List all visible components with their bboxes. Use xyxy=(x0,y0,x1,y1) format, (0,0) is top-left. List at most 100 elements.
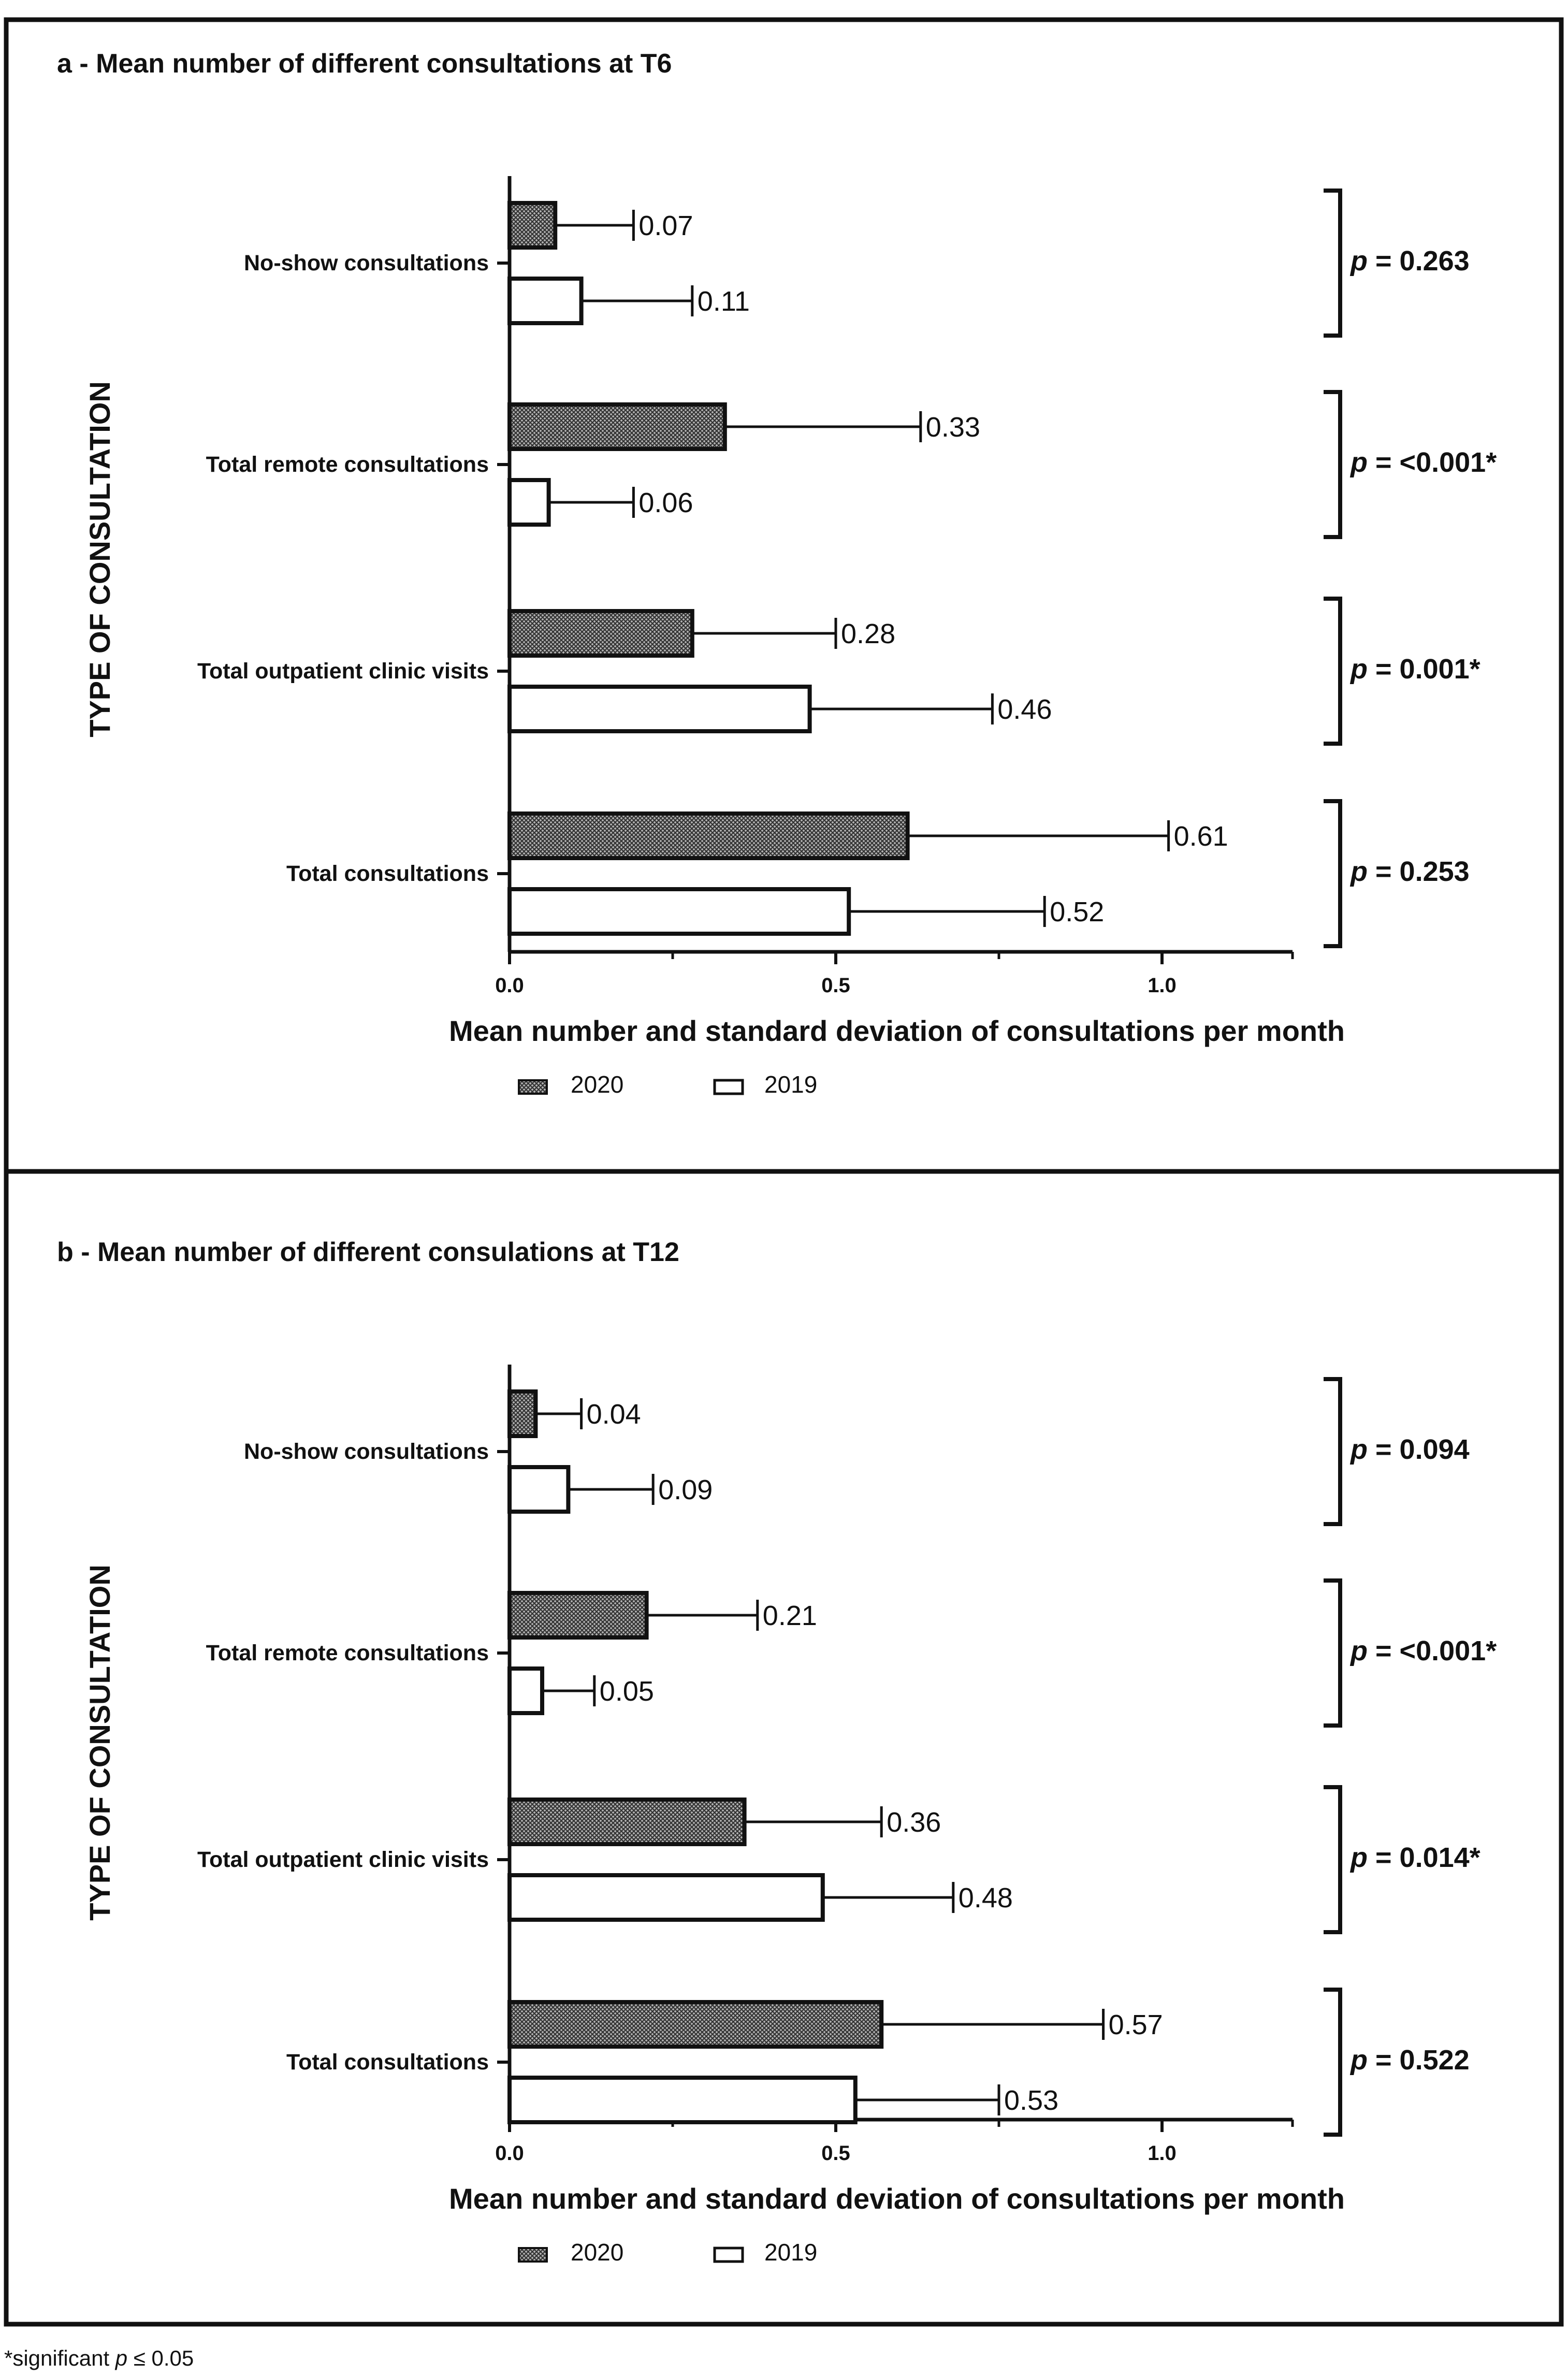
x-tick-label: 0.5 xyxy=(821,2142,850,2165)
x-tick-label: 1.0 xyxy=(1148,974,1177,997)
pvalue-label: p = 0.253 xyxy=(1349,856,1470,887)
value-label: 0.53 xyxy=(1004,2085,1058,2116)
footnote-suffix: ≤ 0.05 xyxy=(127,2346,194,2370)
category-label: Total consultations xyxy=(286,2050,489,2075)
bar-2020 xyxy=(507,1798,747,1846)
x-axis-label: Mean number and standard deviation of co… xyxy=(449,2182,1345,2215)
x-tick-label: 0.0 xyxy=(495,2142,524,2165)
pvalue-bracket xyxy=(1324,189,1342,338)
footnote-prefix: *significant xyxy=(4,2346,115,2370)
category-label: Total outpatient clinic visits xyxy=(197,1847,489,1872)
value-label: 0.33 xyxy=(926,412,980,443)
chart-title: a - Mean number of different consultatio… xyxy=(57,49,672,79)
footnote-p: p xyxy=(114,2346,127,2370)
pvalue-p: p xyxy=(1349,654,1368,685)
panel-a: a - Mean number of different consultatio… xyxy=(4,17,1564,1174)
pvalue-label: p = 0.001* xyxy=(1349,654,1480,685)
category-label: Total remote consultations xyxy=(206,452,489,477)
pvalue-value: = 0.014* xyxy=(1368,1842,1480,1873)
x-tick-label: 0.5 xyxy=(821,974,850,997)
value-label: 0.06 xyxy=(638,487,693,518)
value-label: 0.52 xyxy=(1050,896,1104,927)
pvalue-label: p = 0.094 xyxy=(1349,1434,1470,1465)
legend-swatch-2019 xyxy=(713,2246,744,2263)
value-label: 0.57 xyxy=(1109,2009,1163,2040)
bar-2020 xyxy=(507,609,694,658)
pvalue-p: p xyxy=(1349,447,1368,478)
pvalue-value: = 0.001* xyxy=(1368,654,1480,685)
value-label: 0.04 xyxy=(587,1399,641,1430)
bar-2020 xyxy=(507,201,558,250)
value-label: 0.09 xyxy=(658,1474,713,1505)
chart-title: b - Mean number of different consulation… xyxy=(57,1237,679,1267)
legend-swatch-2020 xyxy=(518,2247,548,2263)
pvalue-label: p = <0.001* xyxy=(1349,447,1497,478)
bar-2020 xyxy=(507,811,910,860)
value-label: 0.07 xyxy=(638,210,693,241)
pvalue-bracket xyxy=(1324,1785,1342,1934)
category-label: Total remote consultations xyxy=(206,1641,489,1665)
category-label: No-show consultations xyxy=(244,251,489,276)
pvalue-value: = <0.001* xyxy=(1368,447,1497,478)
bar-2019 xyxy=(507,887,851,936)
pvalue-bracket xyxy=(1324,1578,1342,1728)
pvalue-label: p = 0.014* xyxy=(1349,1842,1480,1873)
legend-label-2020: 2020 xyxy=(571,2239,623,2266)
category-label: Total consultations xyxy=(286,861,489,886)
bar-2019 xyxy=(507,1465,571,1514)
pvalue-p: p xyxy=(1349,245,1368,277)
x-tick-label: 0.0 xyxy=(495,974,524,997)
value-label: 0.46 xyxy=(997,694,1052,725)
pvalue-value: = 0.522 xyxy=(1368,2045,1470,2076)
y-axis-label: TYPE OF CONSULTATION xyxy=(83,1564,116,1921)
category-label: Total outpatient clinic visits xyxy=(197,659,489,684)
pvalue-label: p = 0.263 xyxy=(1349,245,1470,277)
value-label: 0.48 xyxy=(959,1882,1013,1914)
x-tick-label: 1.0 xyxy=(1148,2142,1177,2165)
legend-label-2019: 2019 xyxy=(764,1071,817,1098)
bar-2019 xyxy=(507,478,551,527)
pvalue-label: p = 0.522 xyxy=(1349,2045,1470,2076)
bar-2019 xyxy=(507,277,584,325)
legend-label-2020: 2020 xyxy=(571,1071,623,1098)
bar-2020 xyxy=(507,1591,649,1640)
pvalue-value: = <0.001* xyxy=(1368,1635,1497,1666)
bar-2019 xyxy=(507,2076,858,2124)
pvalue-bracket xyxy=(1324,1377,1342,1526)
value-label: 0.61 xyxy=(1174,821,1228,852)
bar-2019 xyxy=(507,1873,825,1922)
pvalue-p: p xyxy=(1349,2045,1368,2076)
x-axis-label: Mean number and standard deviation of co… xyxy=(449,1014,1345,1047)
bar-2020 xyxy=(507,2000,884,2049)
footnote: *significant p ≤ 0.05 xyxy=(4,2346,194,2370)
pvalue-label: p = <0.001* xyxy=(1349,1635,1497,1666)
value-label: 0.21 xyxy=(763,1600,817,1631)
panel-b: b - Mean number of different consulation… xyxy=(4,1169,1564,2327)
y-axis-label: TYPE OF CONSULTATION xyxy=(83,381,116,737)
value-label: 0.05 xyxy=(600,1676,654,1707)
value-label: 0.11 xyxy=(698,286,750,317)
value-label: 0.36 xyxy=(887,1807,941,1838)
legend-swatch-2019 xyxy=(713,1079,744,1095)
bar-2020 xyxy=(507,1389,538,1438)
pvalue-bracket xyxy=(1324,597,1342,746)
legend-swatch-2020 xyxy=(518,1079,548,1095)
bar-2019 xyxy=(507,1666,544,1715)
pvalue-p: p xyxy=(1349,1635,1368,1666)
category-label: No-show consultations xyxy=(244,1439,489,1464)
panel-frame xyxy=(4,1169,1564,2327)
value-label: 0.28 xyxy=(841,618,895,649)
pvalue-bracket xyxy=(1324,1988,1342,2137)
pvalue-bracket xyxy=(1324,390,1342,539)
pvalue-value: = 0.094 xyxy=(1368,1434,1470,1465)
pvalue-p: p xyxy=(1349,856,1368,887)
pvalue-p: p xyxy=(1349,1434,1368,1465)
pvalue-p: p xyxy=(1349,1842,1368,1873)
pvalue-value: = 0.253 xyxy=(1368,856,1470,887)
bar-2019 xyxy=(507,685,812,733)
legend-label-2019: 2019 xyxy=(764,2239,817,2266)
pvalue-bracket xyxy=(1324,799,1342,948)
bar-2020 xyxy=(507,402,727,451)
pvalue-value: = 0.263 xyxy=(1368,245,1470,277)
